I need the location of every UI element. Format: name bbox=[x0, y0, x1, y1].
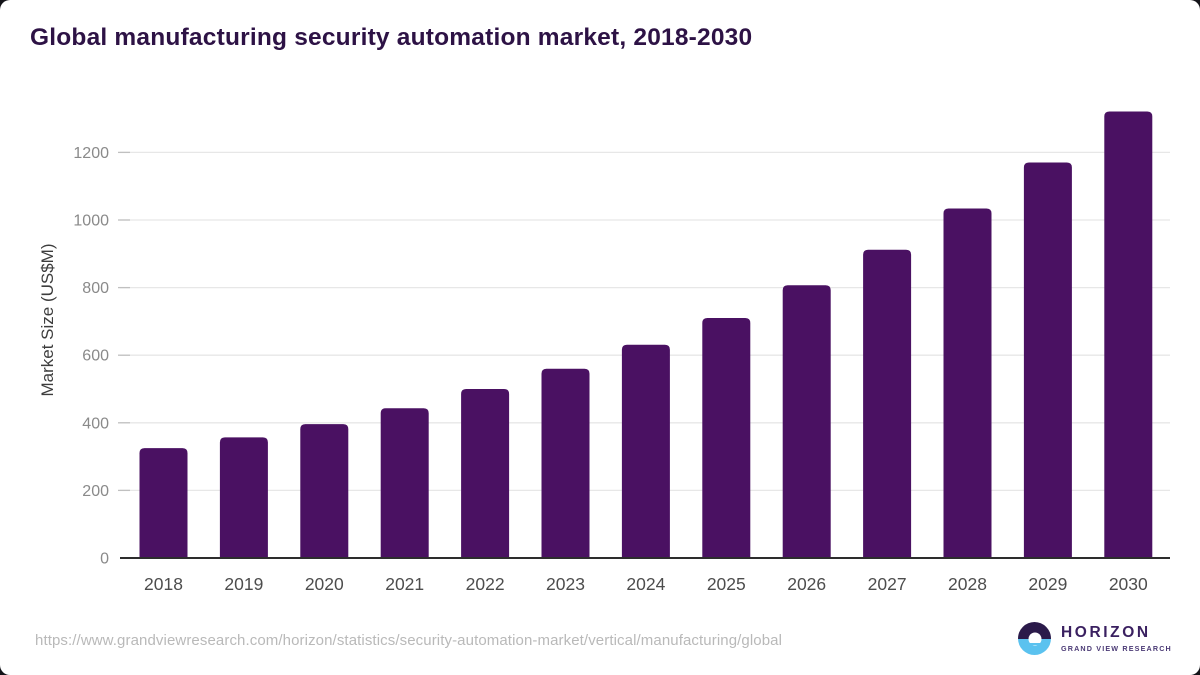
x-tick-label-2023: 2023 bbox=[546, 574, 585, 594]
bar-2024 bbox=[621, 344, 670, 558]
source-url: https://www.grandviewresearch.com/horizo… bbox=[35, 632, 783, 649]
x-tick-label-2022: 2022 bbox=[466, 574, 505, 594]
logo-ripple bbox=[1027, 646, 1042, 649]
y-tick-label-1000: 1000 bbox=[73, 213, 109, 230]
chart-title: Global manufacturing security automation… bbox=[30, 24, 753, 51]
sunset-circle-icon bbox=[1018, 622, 1051, 655]
y-tick-label-0: 0 bbox=[100, 551, 109, 568]
x-tick-label-2021: 2021 bbox=[385, 574, 424, 594]
x-tick-label-2029: 2029 bbox=[1028, 574, 1067, 594]
bar-2019 bbox=[219, 437, 268, 558]
horizon-logo: HORIZON GRAND VIEW RESEARCH bbox=[1018, 622, 1172, 655]
bar-2030 bbox=[1104, 111, 1153, 558]
x-tick-label-2028: 2028 bbox=[948, 574, 987, 594]
bar-2018 bbox=[139, 448, 188, 558]
bar-2021 bbox=[380, 408, 429, 558]
bar-2029 bbox=[1023, 162, 1072, 559]
bar-2020 bbox=[300, 424, 349, 558]
x-tick-label-2018: 2018 bbox=[144, 574, 183, 594]
x-tick-label-2026: 2026 bbox=[787, 574, 826, 594]
x-tick-label-2030: 2030 bbox=[1109, 574, 1148, 594]
x-tick-label-2024: 2024 bbox=[626, 574, 665, 594]
logo-ripple bbox=[1027, 642, 1042, 645]
y-tick-label-200: 200 bbox=[82, 483, 109, 500]
logo-sun bbox=[1028, 632, 1041, 645]
logo-text: HORIZON GRAND VIEW RESEARCH bbox=[1061, 624, 1172, 653]
bar-2027 bbox=[863, 249, 912, 558]
bar-2023 bbox=[541, 368, 590, 558]
bar-2025 bbox=[702, 318, 751, 558]
logo-sky-half bbox=[1018, 622, 1051, 639]
y-tick-label-1200: 1200 bbox=[73, 145, 109, 162]
x-tick-label-2019: 2019 bbox=[224, 574, 263, 594]
y-tick-label-400: 400 bbox=[82, 415, 109, 432]
bar-2026 bbox=[782, 285, 831, 558]
y-tick-label-600: 600 bbox=[82, 348, 109, 365]
bar-2022 bbox=[461, 389, 510, 558]
x-tick-label-2025: 2025 bbox=[707, 574, 746, 594]
y-tick-label-800: 800 bbox=[82, 280, 109, 297]
logo-subtitle: GRAND VIEW RESEARCH bbox=[1061, 643, 1172, 653]
x-tick-label-2027: 2027 bbox=[868, 574, 907, 594]
x-tick-label-2020: 2020 bbox=[305, 574, 344, 594]
logo-wordmark: HORIZON bbox=[1061, 624, 1151, 642]
bar-2028 bbox=[943, 208, 992, 558]
